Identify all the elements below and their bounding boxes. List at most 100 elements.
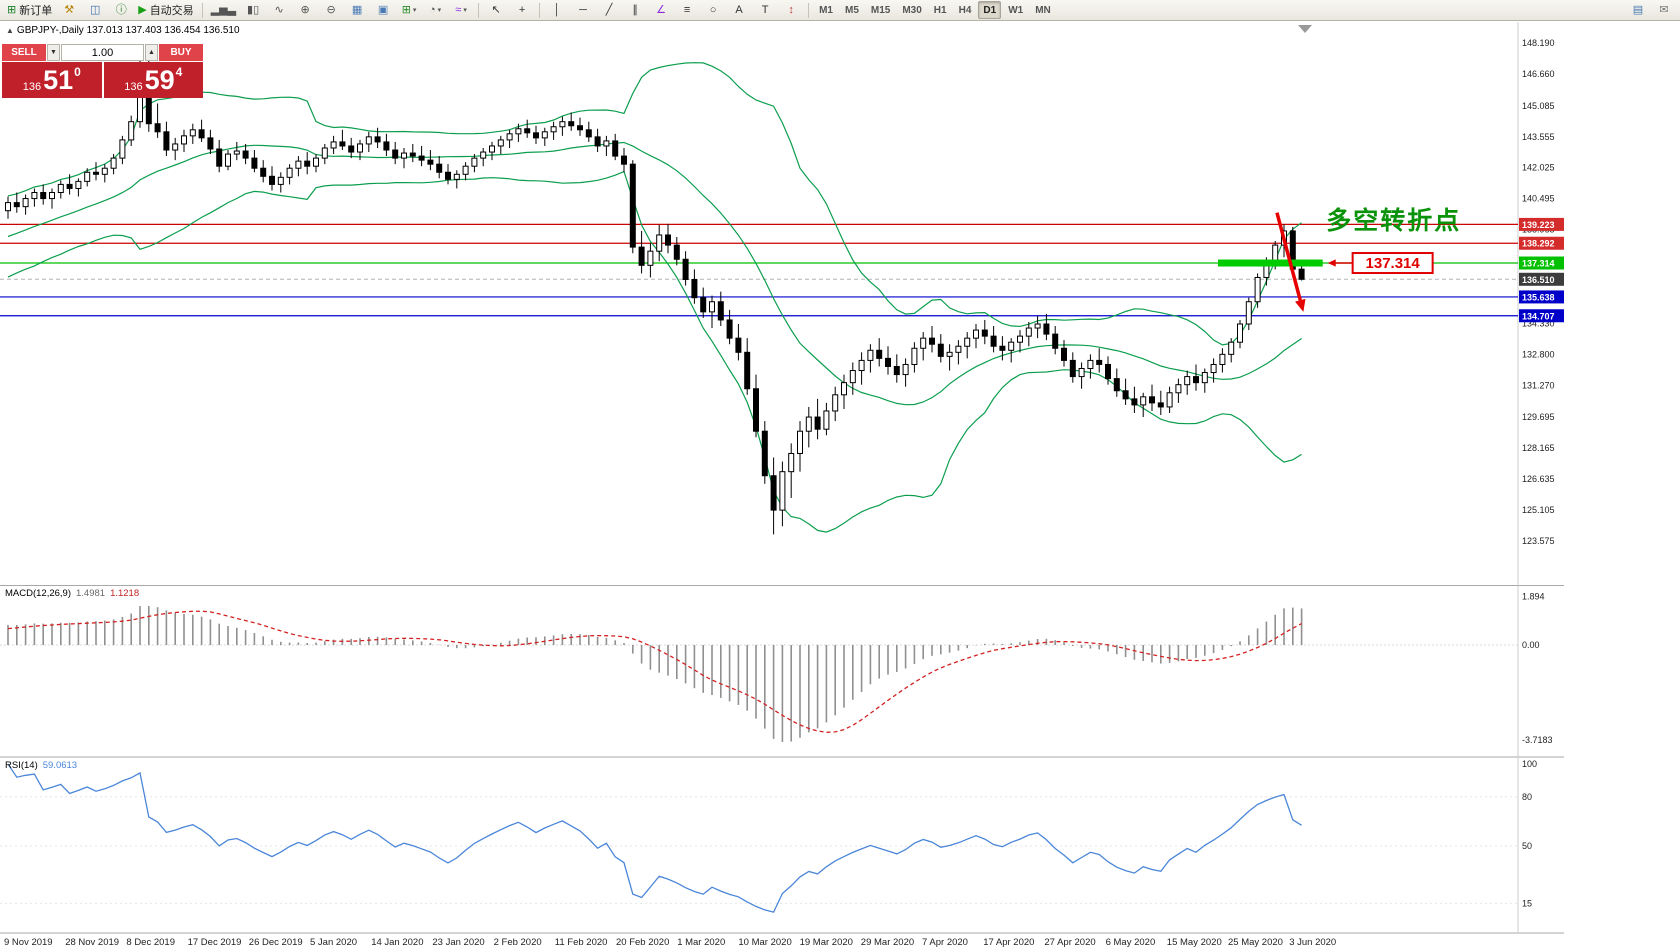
rsi-indicator-label: RSI(14) 59.0613 xyxy=(5,760,77,771)
date-tick-label[interactable]: 29 Mar 2020 xyxy=(861,937,914,948)
date-tick-label[interactable]: 11 Feb 2020 xyxy=(555,937,608,948)
timeframe-m1[interactable]: M1 xyxy=(819,4,833,16)
volume-input[interactable]: 1.00 xyxy=(61,44,144,61)
arrows-icon[interactable]: ↕ xyxy=(779,1,803,20)
timeframe-h1[interactable]: H1 xyxy=(933,4,947,16)
timeframe-w1[interactable]: W1 xyxy=(1008,4,1024,16)
date-tick-label[interactable]: 28 Nov 2019 xyxy=(65,937,119,948)
candle-body xyxy=(233,150,240,155)
channel-icon[interactable]: ∥ xyxy=(623,1,647,20)
date-tick-label[interactable]: 5 Jan 2020 xyxy=(310,937,357,948)
date-tick-label[interactable]: 10 Mar 2020 xyxy=(738,937,791,948)
messages-icon[interactable]: ✉ xyxy=(1652,1,1676,20)
candle-body xyxy=(1008,341,1015,351)
timeframe-d1[interactable]: D1 xyxy=(978,1,1002,19)
candle-body xyxy=(594,136,601,147)
line-price-label-bg xyxy=(1519,236,1564,250)
date-tick-label[interactable]: 17 Apr 2020 xyxy=(983,937,1034,948)
macd-pane[interactable] xyxy=(0,605,1518,743)
rsi-pane[interactable] xyxy=(0,763,1518,913)
candle-body xyxy=(101,167,108,175)
indicators-icon[interactable]: ≈ ▾ xyxy=(449,1,473,20)
sell-price-button[interactable]: 136 51 0 xyxy=(2,62,102,98)
timeframe-h4[interactable]: H4 xyxy=(958,4,972,16)
bar-chart-icon[interactable]: ▂▅▃ xyxy=(208,1,239,20)
down-arrow[interactable] xyxy=(1275,212,1302,301)
date-tick-label[interactable]: 1 Mar 2020 xyxy=(677,937,725,948)
date-tick-label[interactable]: 20 Feb 2020 xyxy=(616,937,669,948)
arrows-icon: ↕ xyxy=(788,3,794,16)
chevron-down-icon: ▾ xyxy=(463,7,467,14)
candle-body xyxy=(1078,368,1085,378)
candle-body xyxy=(524,128,531,134)
text-icon: A xyxy=(735,3,743,16)
candle-body xyxy=(409,152,416,157)
date-tick-label[interactable]: 8 Dec 2019 xyxy=(126,937,175,948)
price-callout-box[interactable] xyxy=(1351,252,1434,275)
buy-price-button[interactable]: 136 59 4 xyxy=(103,62,203,98)
bollinger-upper-band xyxy=(7,62,1302,346)
candle-body xyxy=(75,180,82,189)
timeframe-m15[interactable]: M15 xyxy=(870,4,891,16)
date-tick-label[interactable]: 2 Feb 2020 xyxy=(494,937,542,948)
cursor-icon[interactable]: ↖ xyxy=(484,1,508,20)
new-chart-icon[interactable]: ⊞ ▾ xyxy=(397,1,421,20)
profiles-icon[interactable]: ◔ ▾ xyxy=(423,1,447,20)
fibonacci-icon[interactable]: ≡ xyxy=(675,1,699,20)
candle-body xyxy=(1113,378,1120,392)
date-tick-label[interactable]: 26 Dec 2019 xyxy=(249,937,303,948)
crosshair-icon[interactable]: + xyxy=(510,1,534,20)
timeframe-m30[interactable]: M30 xyxy=(902,4,922,16)
label-icon[interactable]: T xyxy=(753,1,777,20)
candle-body xyxy=(1166,392,1173,408)
shapes-icon[interactable]: ○ xyxy=(701,1,725,20)
horizontal-line-icon[interactable]: ─ xyxy=(571,1,595,20)
candle-body xyxy=(1140,396,1147,406)
scroll-shift-marker[interactable] xyxy=(1298,25,1312,33)
tile-windows-icon[interactable]: ▦ xyxy=(345,1,369,20)
andrews-pitchfork-icon[interactable]: ∠ xyxy=(649,1,673,20)
price-callout-text: 137.314 xyxy=(1366,255,1421,272)
new-order-button[interactable]: ⊞ 新订单 xyxy=(4,1,55,20)
candle-body xyxy=(462,165,469,175)
market-watch-button[interactable]: ◫ xyxy=(83,1,107,20)
date-tick-label[interactable]: 7 Apr 2020 xyxy=(922,937,968,948)
sell-price-pips: 51 xyxy=(43,65,74,95)
support-zone-bar[interactable] xyxy=(1218,259,1323,267)
date-tick-label[interactable]: 3 Jun 2020 xyxy=(1289,937,1336,948)
zoom-out-icon[interactable]: ⊖ xyxy=(319,1,343,20)
info-button[interactable]: ⓘ xyxy=(109,1,133,20)
volume-down-button[interactable]: ▼ xyxy=(47,44,60,61)
text-icon[interactable]: A xyxy=(727,1,751,20)
date-tick-label[interactable]: 25 May 2020 xyxy=(1228,937,1283,948)
cascade-windows-icon[interactable]: ▣ xyxy=(371,1,395,20)
data-window-icon[interactable]: ▤ xyxy=(1626,1,1650,20)
date-tick-label[interactable]: 17 Dec 2019 xyxy=(188,937,242,948)
autotrading-button[interactable]: ▶ 自动交易 xyxy=(135,1,196,20)
line-chart-icon[interactable]: ∿ xyxy=(267,1,291,20)
turning-point-text[interactable]: 多空转折点 xyxy=(1326,206,1461,235)
macd-signal-value: 1.1218 xyxy=(110,588,140,599)
timeframe-mn[interactable]: MN xyxy=(1035,4,1051,16)
main-chart-pane[interactable]: 137.314 多空转折点 xyxy=(0,47,1518,535)
candle-body xyxy=(1298,268,1305,280)
vertical-line-icon[interactable]: │ xyxy=(545,1,569,20)
date-tick-label[interactable]: 27 Apr 2020 xyxy=(1044,937,1095,948)
candle-body xyxy=(691,278,698,299)
date-tick-label[interactable]: 15 May 2020 xyxy=(1167,937,1222,948)
timeframe-m5[interactable]: M5 xyxy=(844,4,859,16)
one-click-toggle-icon[interactable]: ▲ xyxy=(6,26,14,35)
date-tick-label[interactable]: 14 Jan 2020 xyxy=(371,937,423,948)
date-tick-label[interactable]: 9 Nov 2019 xyxy=(4,937,53,948)
candlestick-icon[interactable]: ▮▯ xyxy=(241,1,265,20)
zoom-in-icon[interactable]: ⊕ xyxy=(293,1,317,20)
candle-body xyxy=(1122,390,1129,400)
trendline-icon[interactable]: ╱ xyxy=(597,1,621,20)
metaeditor-button[interactable]: ⚒ xyxy=(57,1,81,20)
date-tick-label[interactable]: 19 Mar 2020 xyxy=(800,937,853,948)
line-price-label-bg xyxy=(1519,217,1564,231)
volume-up-button[interactable]: ▲ xyxy=(145,44,158,61)
date-tick-label[interactable]: 23 Jan 2020 xyxy=(432,937,484,948)
date-tick-label[interactable]: 6 May 2020 xyxy=(1106,937,1156,948)
